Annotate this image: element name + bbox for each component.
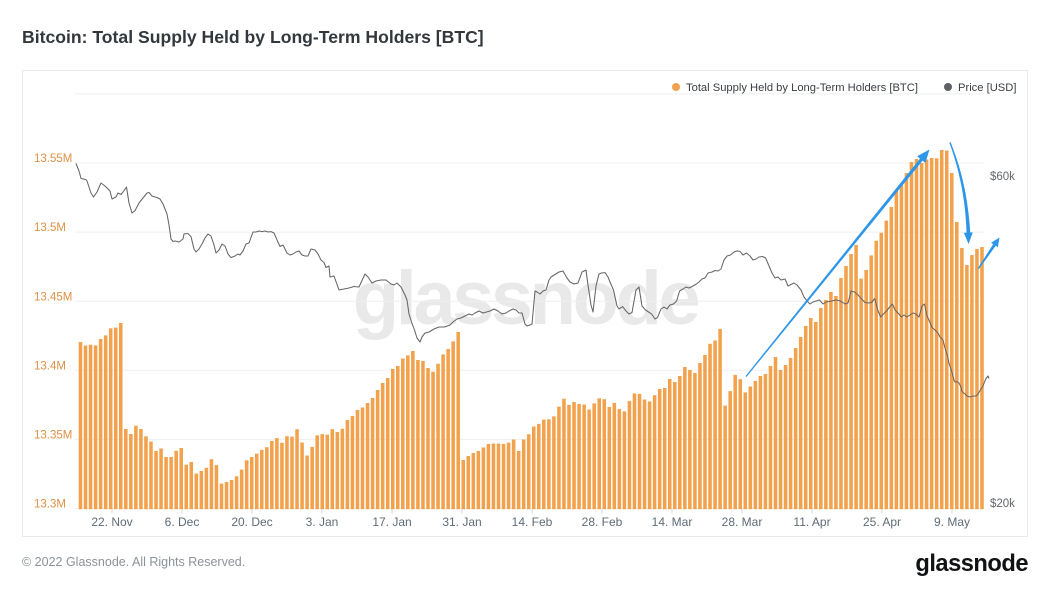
svg-text:© 2022 Glassnode. All Rights R: © 2022 Glassnode. All Rights Reserved.	[22, 555, 245, 569]
svg-text:22. Nov: 22. Nov	[91, 515, 132, 529]
svg-text:28. Mar: 28. Mar	[722, 515, 763, 529]
svg-text:$60k: $60k	[990, 171, 1015, 183]
svg-text:14. Feb: 14. Feb	[512, 515, 553, 529]
svg-text:13.55M: 13.55M	[34, 153, 72, 165]
svg-text:13.45M: 13.45M	[34, 291, 72, 303]
svg-text:glassnode: glassnode	[915, 551, 1028, 577]
svg-text:glassnode: glassnode	[353, 256, 699, 341]
svg-text:3. Jan: 3. Jan	[306, 515, 339, 529]
svg-text:13.5M: 13.5M	[34, 222, 66, 234]
svg-text:$20k: $20k	[990, 498, 1015, 510]
svg-text:17. Jan: 17. Jan	[372, 515, 411, 529]
svg-text:13.4M: 13.4M	[34, 360, 66, 372]
svg-text:28. Feb: 28. Feb	[582, 515, 623, 529]
svg-text:31. Jan: 31. Jan	[442, 515, 481, 529]
svg-text:13.35M: 13.35M	[34, 430, 72, 442]
svg-text:9. May: 9. May	[934, 515, 970, 529]
svg-text:6. Dec: 6. Dec	[165, 515, 200, 529]
svg-text:11. Apr: 11. Apr	[793, 515, 830, 529]
svg-text:Price [USD]: Price [USD]	[958, 82, 1016, 94]
svg-text:Total Supply Held by Long-Term: Total Supply Held by Long-Term Holders […	[686, 82, 918, 94]
svg-text:20. Dec: 20. Dec	[231, 515, 272, 529]
svg-text:Bitcoin: Total Supply Held by: Bitcoin: Total Supply Held by Long-Term …	[22, 27, 484, 47]
svg-text:14. Mar: 14. Mar	[652, 515, 693, 529]
svg-text:13.3M: 13.3M	[34, 499, 66, 511]
svg-text:25. Apr: 25. Apr	[863, 515, 901, 529]
